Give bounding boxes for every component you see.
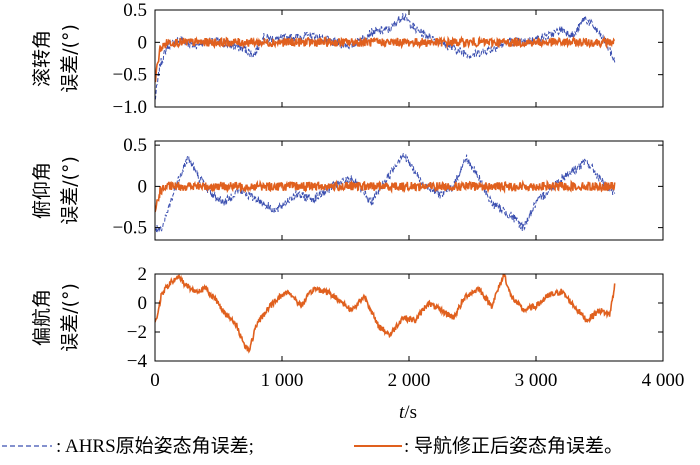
panel-1: 0.5 0 −0.5 俯仰角 误差/(°) [31, 135, 664, 241]
y-axis-label-line1: 俯仰角 [31, 162, 53, 219]
x-tick-label: 1 000 [261, 370, 304, 391]
x-tick-label: 0 [150, 370, 160, 391]
y-axis-label-line1: 偏航角 [31, 289, 53, 346]
y-tick-label: 0.5 [123, 0, 147, 21]
y-tick-label: −2 [127, 322, 147, 343]
nav-error-line [155, 35, 615, 83]
y-axis-label-line1: 滚转角 [31, 30, 53, 87]
x-axis-label-unit: /s [404, 402, 417, 423]
x-axis-label: t/s [399, 402, 417, 423]
x-tick-labels: 0 1 000 2 000 3 000 4 000 [150, 370, 684, 391]
panel-2: 2 0 −2 −4 偏航角 误差/(°) [31, 264, 664, 372]
legend-ahrs-label: : AHRS原始姿态角误差; [56, 435, 254, 457]
y-tick-label: −4 [127, 351, 148, 372]
x-tick-label: 4 000 [642, 370, 685, 391]
panel-0: 0.5 0 −0.5 −1.0 滚转角 误差/(°) [31, 0, 664, 118]
legend: : AHRS原始姿态角误差; : 导航修正后姿态角误差。 [2, 435, 623, 457]
x-tick-label: 2 000 [388, 370, 431, 391]
legend-nav-label: : 导航修正后姿态角误差。 [404, 435, 623, 457]
plot-frame [154, 9, 664, 108]
y-axis-label-line2: 误差/(°) [59, 24, 81, 93]
y-tick-label: 2 [138, 264, 148, 285]
x-axis-label-var: t [399, 402, 405, 423]
ahrs-error-line [155, 12, 616, 100]
y-axis-label-line2: 误差/(°) [59, 283, 81, 352]
y-tick-label: 0 [138, 32, 148, 53]
y-axis-label-line2: 误差/(°) [59, 156, 81, 225]
nav-error-line [155, 274, 616, 354]
ahrs-error-line [155, 153, 616, 233]
y-tick-label: −0.5 [113, 65, 147, 86]
x-tick-label: 3 000 [515, 370, 558, 391]
nav-error-line [155, 179, 616, 213]
y-tick-label: 0.5 [123, 135, 147, 156]
y-tick-label: 0 [138, 293, 148, 314]
y-tick-label: 0 [138, 176, 148, 197]
y-tick-label: −1.0 [113, 97, 147, 118]
y-tick-label: −0.5 [113, 218, 147, 239]
